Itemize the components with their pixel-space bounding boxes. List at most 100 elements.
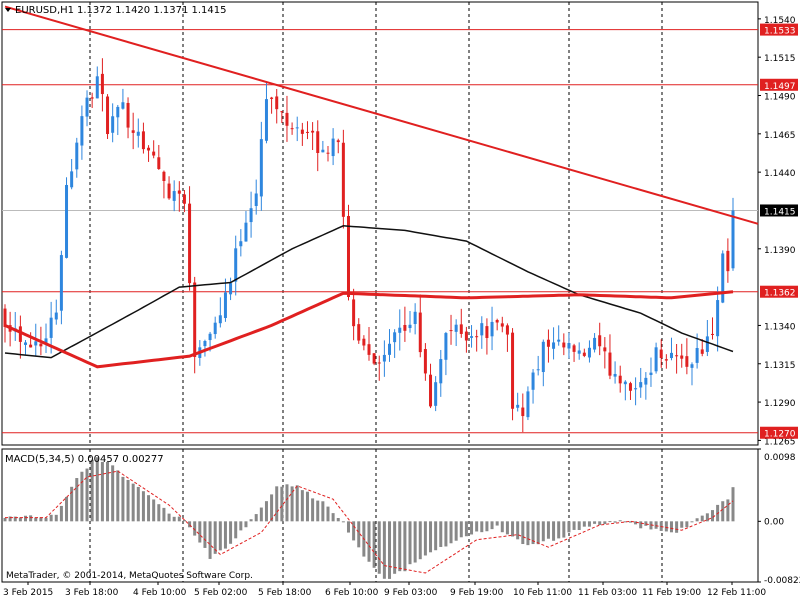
candle-bear: [280, 111, 284, 113]
candle-bull: [254, 193, 258, 207]
candle-bear: [459, 324, 463, 334]
macd-bar: [100, 461, 104, 522]
candle-bear: [157, 157, 161, 169]
candle-bull: [613, 373, 617, 377]
macd-bar: [39, 517, 43, 522]
macd-bar: [418, 521, 422, 560]
candle-bull: [85, 97, 89, 117]
macd-bar: [198, 521, 202, 543]
macd-bar: [162, 507, 166, 522]
macd-bar: [95, 457, 99, 522]
macd-bar: [29, 515, 33, 522]
macd-tick-label: 0.00: [764, 517, 784, 527]
macd-bar: [311, 498, 315, 522]
resistance-trendline[interactable]: [4, 5, 759, 225]
candle-bull: [208, 333, 212, 341]
ma-slow-line: [4, 290, 734, 369]
candle-bull: [716, 300, 720, 337]
candle-bull: [731, 210, 735, 269]
candle-bear: [685, 356, 689, 367]
candle-bear: [680, 355, 684, 359]
macd-bar: [511, 521, 515, 537]
macd-bar: [490, 521, 494, 530]
time-tick-label: 9 Feb 03:00: [384, 588, 438, 598]
macd-bar: [254, 514, 258, 522]
price-panel[interactable]: [1, 1, 759, 446]
macd-bar: [623, 521, 627, 523]
candle-bull: [34, 341, 38, 346]
macd-bar: [167, 513, 171, 522]
price-tick-label: 1.1540: [764, 16, 796, 26]
candle-bear: [546, 339, 550, 347]
candle-bull: [388, 343, 392, 355]
macd-axis: 0.0098 0.00 -0.00822: [758, 448, 800, 586]
candle-bull: [65, 184, 69, 258]
macd-bar: [639, 521, 643, 529]
macd-bar: [13, 516, 17, 522]
candle-bear: [29, 344, 33, 348]
ohlc-values: 1.1372 1.1420 1.1371 1.1415: [77, 5, 227, 16]
macd-bar: [305, 491, 309, 522]
price-axis: 1.1540 1.1515 1.1490 1.1465 1.1440 1.1390 1.13…: [758, 16, 798, 447]
time-tick-label: 12 Feb 11:00: [707, 588, 766, 598]
macd-bar: [331, 513, 335, 522]
candle-bull: [44, 338, 48, 344]
macd-series: [3, 457, 735, 579]
candle-bear: [372, 353, 376, 364]
macd-bar: [680, 521, 684, 528]
candle-bear: [18, 326, 22, 342]
candle-bull: [234, 248, 238, 282]
macd-bar: [65, 496, 69, 522]
macd-bar: [75, 478, 79, 522]
candle-bear: [511, 332, 515, 409]
macd-bar: [449, 521, 453, 544]
candle-bull: [690, 364, 694, 368]
candle-bull: [526, 391, 530, 418]
macd-bar: [644, 521, 648, 526]
price-level-label: 1.1270: [764, 430, 796, 440]
candle-bull: [434, 382, 438, 406]
candle-bull: [721, 253, 725, 303]
macd-bar: [352, 521, 356, 541]
candle-bull: [398, 327, 402, 333]
macd-bar: [372, 521, 376, 568]
macd-bar: [24, 515, 28, 522]
trendline[interactable]: [4, 5, 759, 225]
macd-bar: [357, 521, 361, 548]
horizontal-levels[interactable]: [2, 29, 758, 434]
macd-bar: [577, 521, 581, 531]
macd-bar: [44, 517, 48, 522]
macd-bar: [464, 521, 468, 537]
macd-bar: [546, 521, 550, 539]
macd-bar: [80, 471, 84, 522]
candle-bull: [444, 333, 448, 360]
candle-bear: [429, 374, 433, 407]
macd-bar: [116, 470, 120, 522]
candle-bear: [162, 171, 166, 181]
candle-bear: [726, 250, 730, 272]
macd-bar: [85, 468, 89, 522]
macd-bar: [505, 521, 509, 535]
moving-averages: [4, 225, 734, 369]
candle-bull: [172, 191, 176, 201]
macd-bar: [244, 521, 248, 528]
macd-bar: [147, 495, 151, 522]
macd-bar: [249, 519, 253, 522]
candle-bull: [470, 336, 474, 338]
candle-bear: [675, 355, 679, 357]
symbol-dropdown-icon[interactable]: [5, 8, 11, 12]
candle-bear: [326, 152, 330, 154]
macd-bar: [593, 521, 597, 524]
macd-bar: [618, 520, 622, 522]
candle-bear: [505, 325, 509, 335]
macd-bar: [562, 521, 566, 538]
price-level-label-box: [760, 285, 798, 298]
macd-bar: [316, 500, 320, 522]
macd-bar: [587, 521, 591, 527]
macd-bar: [480, 521, 484, 533]
candle-bull: [218, 315, 222, 324]
candle-bear: [603, 347, 607, 352]
time-tick-label: 3 Feb 2015: [3, 588, 53, 598]
candle-bull: [24, 342, 28, 345]
